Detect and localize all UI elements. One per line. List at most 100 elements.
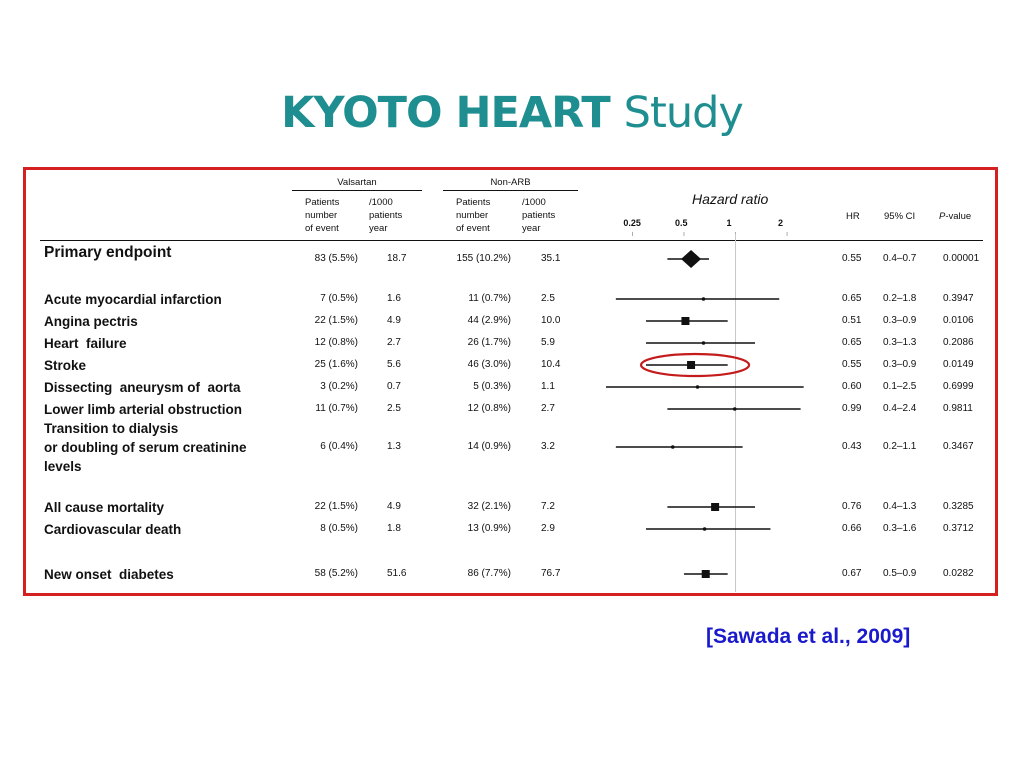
group-underline-valsartan <box>292 190 422 191</box>
x-tick-label: 1 <box>726 218 732 228</box>
valsartan-rate-cell: 2.7 <box>387 337 401 348</box>
valsartan-events-cell: 3 (0.2%) <box>320 381 358 392</box>
row-label: Acute myocardial infarction <box>44 292 222 307</box>
valsartan-events-cell: 22 (1.5%) <box>314 315 358 326</box>
hr-cell: 0.99 <box>842 403 862 414</box>
slide-title-light: Study <box>623 88 744 138</box>
ci-cell: 0.3–1.3 <box>883 337 917 348</box>
p-value-cell: 0.0106 <box>943 315 974 326</box>
ci-cell: 0.2–1.8 <box>883 293 917 304</box>
valsartan-rate-cell: 51.6 <box>387 568 407 579</box>
row-label: Angina pectris <box>44 314 138 329</box>
header-line: patients <box>522 210 556 221</box>
ci-cell: 0.4–0.7 <box>883 253 917 264</box>
hr-cell: 0.65 <box>842 293 862 304</box>
nonarb-events-cell: 5 (0.3%) <box>473 381 511 392</box>
header-line: of event <box>305 223 339 234</box>
p-value-cell: 0.9811 <box>943 403 973 414</box>
nonarb-rate-cell: 7.2 <box>541 501 555 512</box>
valsartan-rate-cell: 1.3 <box>387 441 401 452</box>
p-value-cell: 0.6999 <box>943 381 974 392</box>
ci-cell: 0.3–0.9 <box>883 315 917 326</box>
nonarb-rate-cell: 3.2 <box>541 441 555 452</box>
nonarb-events-cell: 11 (0.7%) <box>468 293 511 304</box>
slide-title: KYOTO HEART Study <box>0 88 1024 138</box>
row-label: Transition to dialysis or doubling of se… <box>44 421 247 474</box>
estimate-dot <box>732 407 737 411</box>
hr-cell: 0.65 <box>842 337 862 348</box>
ci-cell: 0.1–2.5 <box>883 381 917 392</box>
estimate-dot <box>670 445 675 449</box>
nonarb-events-cell: 86 (7.7%) <box>467 568 511 579</box>
group-header-nonarb: Non-ARB <box>490 177 531 188</box>
hr-cell: 0.67 <box>842 568 862 579</box>
nonarb-events-cell: 26 (1.7%) <box>467 337 511 348</box>
citation: [Sawada et al., 2009] <box>706 625 911 648</box>
header-line: Patients <box>456 197 491 208</box>
header-line: number <box>456 210 489 221</box>
header-line: year <box>522 223 541 234</box>
nonarb-rate-cell: 76.7 <box>541 568 561 579</box>
header-line: number <box>305 210 338 221</box>
x-tick-label: 0.25 <box>623 218 641 228</box>
x-tick-label: 2 <box>778 218 784 228</box>
hr-cell: 0.43 <box>842 441 862 452</box>
p-value-cell: 0.00001 <box>943 253 980 264</box>
valsartan-rate-cell: 4.9 <box>387 501 401 512</box>
nonarb-events-cell: 32 (2.1%) <box>467 501 511 512</box>
header-line: Patients <box>305 197 340 208</box>
col-header-p: P-value <box>939 210 971 223</box>
row-label: Primary endpoint <box>44 244 172 261</box>
nonarb-rate-cell: 5.9 <box>541 337 555 348</box>
p-value-cell: 0.2086 <box>943 337 974 348</box>
col-header-nonarb-events: Patients number of event <box>456 196 490 235</box>
header-line: year <box>369 223 388 234</box>
p-rest: -value <box>945 211 972 222</box>
estimate-dot <box>702 527 707 531</box>
slide-title-bold: KYOTO HEART <box>281 88 610 138</box>
col-header-hr: HR <box>846 211 860 222</box>
forest-plot-frame <box>23 167 998 596</box>
header-line: /1000 <box>369 197 393 208</box>
valsartan-events-cell: 83 (5.5%) <box>314 253 358 264</box>
row-label: New onset diabetes <box>44 567 174 582</box>
valsartan-rate-cell: 1.8 <box>387 523 401 534</box>
ci-cell: 0.2–1.1 <box>883 441 917 452</box>
hr-cell: 0.51 <box>842 315 862 326</box>
p-italic: P <box>939 211 946 222</box>
nonarb-rate-cell: 2.9 <box>541 523 555 534</box>
row-label: Dissecting aneurysm of aorta <box>44 380 241 395</box>
nonarb-rate-cell: 10.0 <box>541 315 561 326</box>
highlight-ellipse <box>639 352 751 378</box>
hr-cell: 0.76 <box>842 501 862 512</box>
valsartan-rate-cell: 1.6 <box>387 293 401 304</box>
valsartan-rate-cell: 18.7 <box>387 253 407 264</box>
valsartan-rate-cell: 5.6 <box>387 359 401 370</box>
col-header-nonarb-rate: /1000 patients year <box>522 196 555 235</box>
nonarb-rate-cell: 2.5 <box>541 293 555 304</box>
valsartan-rate-cell: 0.7 <box>387 381 401 392</box>
p-value-cell: 0.0149 <box>943 359 974 370</box>
hr-cell: 0.55 <box>842 359 862 370</box>
valsartan-events-cell: 22 (1.5%) <box>314 501 358 512</box>
header-rule <box>40 240 983 241</box>
p-value-cell: 0.3947 <box>943 293 974 304</box>
plot-title: Hazard ratio <box>692 191 769 207</box>
estimate-square <box>711 503 720 511</box>
row-label: All cause mortality <box>44 500 165 515</box>
p-value-cell: 0.3712 <box>943 523 974 534</box>
hr-cell: 0.60 <box>842 381 862 392</box>
ci-cell: 0.5–0.9 <box>883 568 917 579</box>
row-label: Heart failure <box>44 336 127 351</box>
header-line: patients <box>369 210 403 221</box>
valsartan-events-cell: 7 (0.5%) <box>320 293 358 304</box>
col-header-ci: 95% CI <box>884 211 916 222</box>
estimate-square <box>701 570 710 578</box>
estimate-diamond <box>681 250 702 268</box>
estimate-dot <box>701 297 706 301</box>
nonarb-events-cell: 44 (2.9%) <box>467 315 511 326</box>
row-label: Cardiovascular death <box>44 522 182 537</box>
valsartan-events-cell: 6 (0.4%) <box>320 441 358 452</box>
valsartan-events-cell: 8 (0.5%) <box>320 523 358 534</box>
